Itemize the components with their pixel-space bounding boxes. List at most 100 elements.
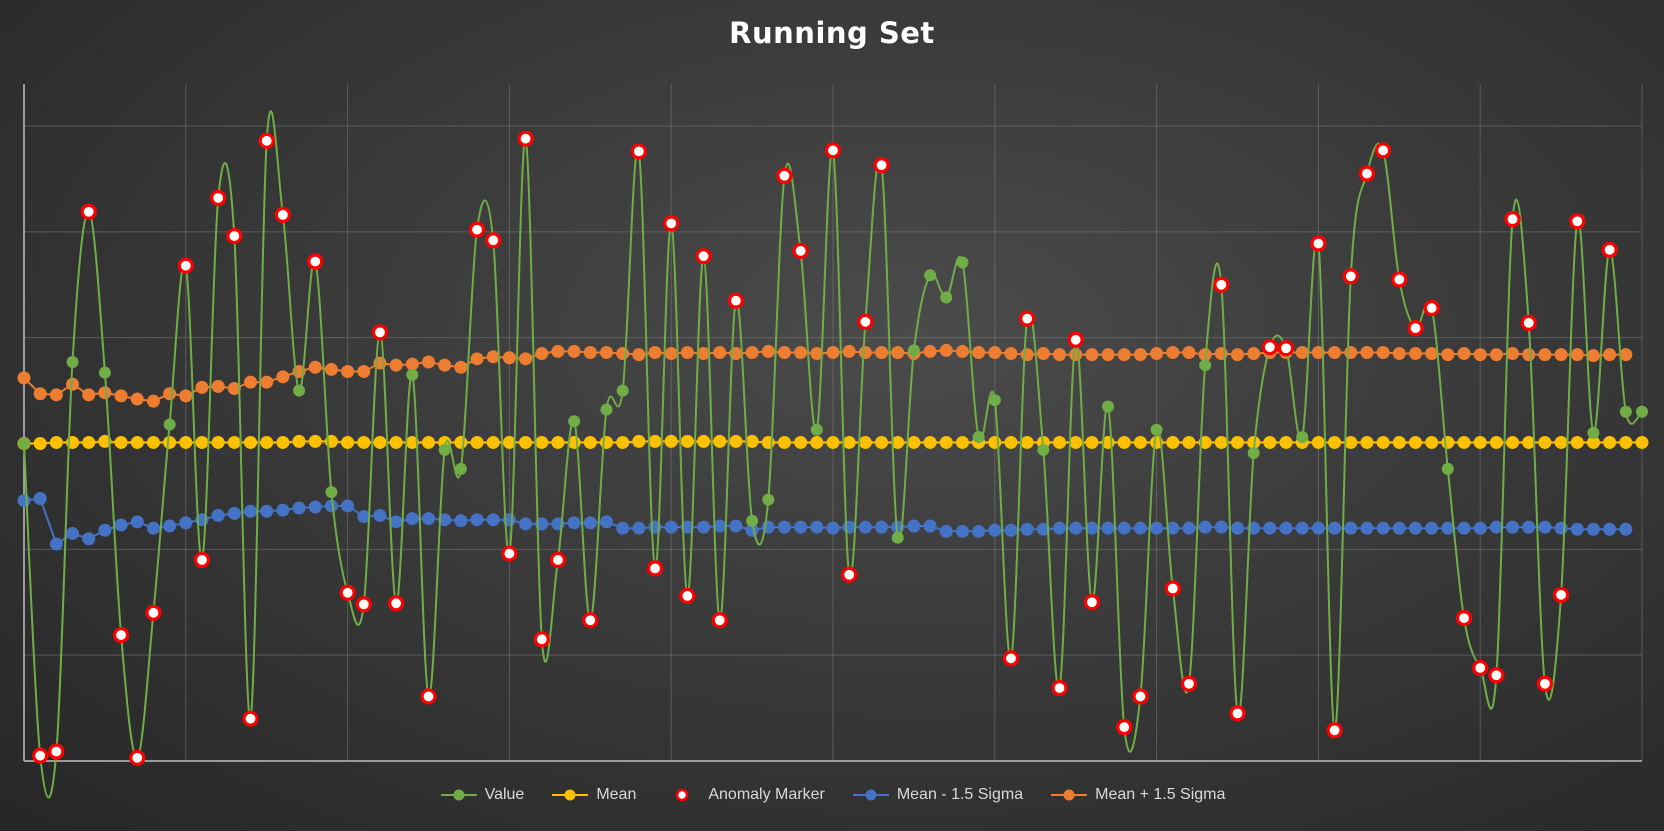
series-point-mean — [632, 434, 646, 448]
series-point-mean-1-5-sigma — [130, 392, 144, 406]
series-point-mean — [1489, 435, 1503, 449]
series-point-mean — [1586, 435, 1600, 449]
series-point-mean — [114, 435, 128, 449]
series-point-mean — [33, 437, 47, 450]
series-point-mean-1-5-sigma — [923, 519, 937, 533]
series-point-mean — [680, 434, 694, 448]
series-point-mean — [276, 435, 290, 449]
series-point-mean-1-5-sigma — [761, 344, 775, 358]
series-point-mean — [486, 435, 500, 449]
series-point-mean-1-5-sigma — [1570, 522, 1584, 536]
series-point-mean-1-5-sigma — [308, 500, 322, 514]
anomaly-marker-point — [80, 203, 97, 220]
legend-item-mean-1-5-sigma: Mean - 1.5 Sigma — [851, 786, 1023, 804]
series-point-mean-1-5-sigma — [1489, 520, 1503, 534]
series-point-mean-1-5-sigma — [17, 371, 31, 385]
series-point-mean-1-5-sigma — [583, 345, 597, 359]
series-point-mean — [1506, 435, 1520, 449]
series-point-mean — [745, 434, 759, 448]
series-point-value — [325, 486, 338, 499]
series-point-mean — [697, 434, 711, 448]
series-point-mean — [519, 435, 533, 449]
series-point-mean-1-5-sigma — [988, 345, 1002, 359]
anomaly-marker-point — [242, 710, 259, 727]
series-point-value — [891, 531, 904, 544]
series-point-mean — [1603, 435, 1617, 449]
series-point-mean-1-5-sigma — [858, 345, 872, 359]
series-point-value — [293, 384, 306, 397]
series-point-value — [568, 415, 581, 428]
legend-marker — [453, 789, 465, 801]
series-point-mean-1-5-sigma — [1619, 522, 1633, 536]
series-point-mean-1-5-sigma — [1489, 348, 1503, 362]
series-point-mean — [1473, 435, 1487, 449]
series-point-mean — [648, 434, 662, 448]
legend-item-mean-1-5-sigma: Mean + 1.5 Sigma — [1049, 786, 1225, 804]
series-point-mean — [1554, 435, 1568, 449]
series-point-value — [1037, 443, 1050, 456]
series-point-mean-1-5-sigma — [33, 387, 47, 401]
series-point-mean-1-5-sigma — [955, 524, 969, 538]
anomaly-marker-point — [501, 545, 518, 562]
series-point-mean — [1619, 435, 1633, 449]
series-point-value — [746, 514, 759, 527]
anomaly-marker-point — [1375, 142, 1392, 159]
series-point-mean-1-5-sigma — [1182, 345, 1196, 359]
anomaly-marker-point — [355, 596, 372, 613]
series-point-mean — [1263, 435, 1277, 449]
series-point-mean-1-5-sigma — [405, 357, 419, 371]
anomaly-marker-point — [1407, 320, 1424, 337]
series-point-mean-1-5-sigma — [1603, 522, 1617, 536]
series-point-mean — [422, 435, 435, 449]
anomaly-marker-point — [1116, 719, 1133, 736]
series-point-mean — [1635, 435, 1649, 449]
series-point-mean-1-5-sigma — [1247, 347, 1261, 361]
series-point-mean-1-5-sigma — [1586, 522, 1600, 536]
series-point-mean — [810, 435, 824, 449]
series-point-mean-1-5-sigma — [1101, 521, 1115, 535]
series-point-value — [972, 431, 985, 444]
chart-title: Running Set — [729, 16, 935, 50]
legend-label: Anomaly Marker — [708, 786, 825, 803]
series-point-mean-1-5-sigma — [227, 506, 241, 520]
series-point-mean-1-5-sigma — [972, 345, 986, 359]
series-point-mean-1-5-sigma — [292, 501, 306, 515]
series-point-value — [66, 356, 79, 369]
anomaly-marker-point — [1423, 299, 1440, 317]
series-point-value — [1199, 359, 1212, 372]
series-point-mean — [308, 434, 322, 448]
legend: Value Mean Anomaly Marker Mean - 1.5 Sigma M… — [0, 786, 1664, 804]
series-point-mean — [389, 435, 403, 449]
series-point-mean-1-5-sigma — [227, 381, 241, 395]
series-point-mean — [341, 435, 355, 449]
legend-marker — [1063, 789, 1075, 801]
anomaly-marker-point — [226, 227, 243, 245]
series-point-mean-1-5-sigma — [1360, 521, 1374, 535]
series-point-mean-1-5-sigma — [1231, 348, 1244, 362]
series-point-mean-1-5-sigma — [486, 350, 500, 364]
series-point-mean-1-5-sigma — [632, 521, 646, 535]
series-point-mean-1-5-sigma — [341, 499, 355, 513]
series-point-mean-1-5-sigma — [163, 387, 177, 401]
series-point-value — [924, 269, 937, 282]
series-point-mean-1-5-sigma — [939, 343, 953, 357]
anomaly-marker-point — [258, 132, 275, 149]
series-point-mean-1-5-sigma — [1198, 520, 1212, 534]
series-point-mean-1-5-sigma — [502, 351, 516, 365]
series-mean-1-5-sigma — [17, 492, 1633, 551]
series-point-mean-1-5-sigma — [66, 526, 80, 540]
series-point-mean — [664, 434, 678, 448]
anomaly-marker-point — [1342, 268, 1359, 285]
series-point-mean — [955, 435, 969, 449]
series-point-mean-1-5-sigma — [826, 521, 840, 535]
series-point-mean — [454, 435, 468, 449]
series-point-mean — [292, 434, 306, 448]
series-point-mean — [939, 435, 953, 449]
series-point-mean — [616, 435, 630, 449]
series-point-mean-1-5-sigma — [1522, 348, 1536, 362]
series-point-value — [1619, 405, 1632, 418]
series-point-mean-1-5-sigma — [875, 520, 889, 534]
series-point-value — [454, 462, 467, 475]
series-point-mean-1-5-sigma — [713, 345, 727, 359]
